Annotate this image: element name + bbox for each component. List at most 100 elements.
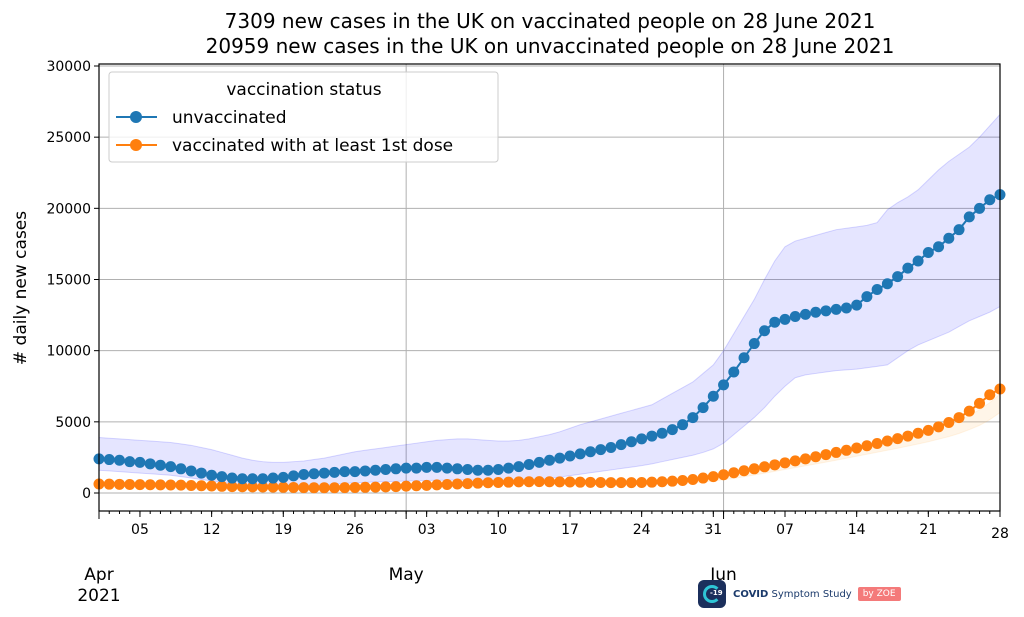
data-point-vaccinated: [165, 479, 177, 491]
data-point-unvaccinated: [369, 464, 381, 476]
data-point-vaccinated: [830, 446, 842, 458]
data-point-vaccinated: [206, 480, 218, 492]
y-tick-label: 20000: [46, 201, 91, 217]
legend-title: vaccination status: [226, 80, 381, 100]
data-point-unvaccinated: [779, 313, 791, 325]
data-point-unvaccinated: [871, 283, 883, 295]
data-point-unvaccinated: [595, 444, 607, 456]
data-point-vaccinated: [113, 478, 125, 490]
x-tick-label: 10: [489, 522, 507, 538]
data-point-unvaccinated: [206, 469, 218, 481]
data-point-unvaccinated: [328, 466, 340, 478]
data-point-unvaccinated: [513, 461, 525, 473]
covid-symptom-study-logo: -19 COVID Symptom Study by ZOE: [698, 579, 901, 609]
data-point-vaccinated: [574, 476, 586, 488]
series-unvaccinated: [93, 189, 1006, 485]
data-point-vaccinated: [533, 476, 545, 488]
data-point-vaccinated: [175, 479, 187, 491]
data-point-vaccinated: [769, 459, 781, 471]
data-point-vaccinated: [185, 479, 197, 491]
data-point-vaccinated: [359, 481, 371, 493]
data-point-unvaccinated: [257, 473, 269, 485]
data-point-vaccinated: [154, 479, 166, 491]
data-point-vaccinated: [615, 477, 627, 489]
x-tick-label: 19: [274, 522, 292, 538]
data-point-vaccinated: [595, 476, 607, 488]
data-point-unvaccinated: [472, 464, 484, 476]
data-point-unvaccinated: [738, 352, 750, 364]
data-point-unvaccinated: [759, 325, 771, 337]
data-point-unvaccinated: [820, 305, 832, 317]
confidence-bands: [98, 113, 1001, 490]
x-tick-label: 21: [919, 522, 937, 538]
data-point-unvaccinated: [636, 433, 648, 445]
data-point-unvaccinated: [666, 424, 678, 436]
data-point-vaccinated: [390, 481, 402, 493]
data-point-unvaccinated: [912, 255, 924, 267]
data-point-vaccinated: [400, 480, 412, 492]
data-point-unvaccinated: [318, 467, 330, 479]
data-point-unvaccinated: [400, 462, 412, 474]
data-point-vaccinated: [544, 476, 555, 488]
data-point-vaccinated: [267, 481, 279, 493]
x-tick-label: 24: [633, 522, 651, 538]
data-point-unvaccinated: [431, 461, 443, 473]
data-point-vaccinated: [124, 478, 136, 490]
data-point-unvaccinated: [533, 456, 545, 468]
y-tick-label: 0: [82, 486, 91, 502]
x-tick-label: 05: [131, 522, 149, 538]
data-point-vaccinated: [707, 471, 719, 483]
data-point-vaccinated: [513, 476, 525, 488]
legend-label-vaccinated: vaccinated with at least 1st dose: [172, 136, 453, 156]
data-point-unvaccinated: [789, 311, 801, 323]
data-point-unvaccinated: [830, 303, 842, 315]
x-tick-label: 07: [776, 522, 794, 538]
data-point-vaccinated: [861, 440, 873, 452]
data-point-vaccinated: [646, 476, 658, 488]
y-tick-label: 15000: [46, 273, 91, 289]
data-point-vaccinated: [656, 476, 668, 488]
data-point-unvaccinated: [697, 402, 709, 414]
data-point-unvaccinated: [236, 473, 248, 485]
data-point-vaccinated: [288, 481, 300, 493]
data-point-unvaccinated: [892, 271, 904, 283]
data-point-unvaccinated: [523, 459, 535, 471]
y-axis-ticks: 0 5000 10000 15000 20000 25000 30000: [46, 59, 99, 502]
data-point-unvaccinated: [441, 462, 453, 474]
data-point-vaccinated: [984, 389, 996, 401]
data-point-vaccinated: [226, 481, 238, 493]
data-point-vaccinated: [421, 479, 433, 491]
data-point-vaccinated: [492, 476, 504, 488]
data-point-vaccinated: [328, 482, 340, 494]
data-point-vaccinated: [298, 482, 310, 494]
data-point-vaccinated: [840, 444, 852, 456]
data-point-unvaccinated: [769, 316, 781, 328]
chart-title-line-1: 7309 new cases in the UK on vaccinated p…: [225, 9, 876, 33]
data-point-vaccinated: [503, 476, 515, 488]
data-point-vaccinated: [247, 481, 259, 493]
data-point-vaccinated: [339, 482, 351, 494]
data-point-vaccinated: [625, 477, 637, 489]
data-point-unvaccinated: [943, 232, 955, 244]
data-point-unvaccinated: [584, 446, 596, 458]
data-point-vaccinated: [953, 412, 965, 424]
logo-brand-bold: COVID: [733, 588, 769, 600]
data-point-unvaccinated: [226, 472, 238, 484]
data-point-vaccinated: [697, 472, 709, 484]
data-point-unvaccinated: [615, 439, 627, 451]
data-point-unvaccinated: [953, 224, 965, 236]
data-point-vaccinated: [779, 457, 791, 469]
data-point-unvaccinated: [216, 471, 228, 483]
data-point-unvaccinated: [308, 468, 320, 480]
data-point-unvaccinated: [963, 211, 975, 223]
data-point-unvaccinated: [359, 465, 371, 477]
data-point-vaccinated: [789, 455, 801, 467]
data-point-unvaccinated: [267, 472, 279, 484]
data-point-unvaccinated: [134, 456, 146, 468]
data-point-unvaccinated: [165, 461, 177, 473]
data-point-unvaccinated: [380, 464, 392, 476]
data-point-vaccinated: [472, 477, 484, 489]
data-point-vaccinated: [134, 479, 146, 491]
data-point-unvaccinated: [605, 441, 617, 453]
data-point-vaccinated: [216, 480, 228, 492]
